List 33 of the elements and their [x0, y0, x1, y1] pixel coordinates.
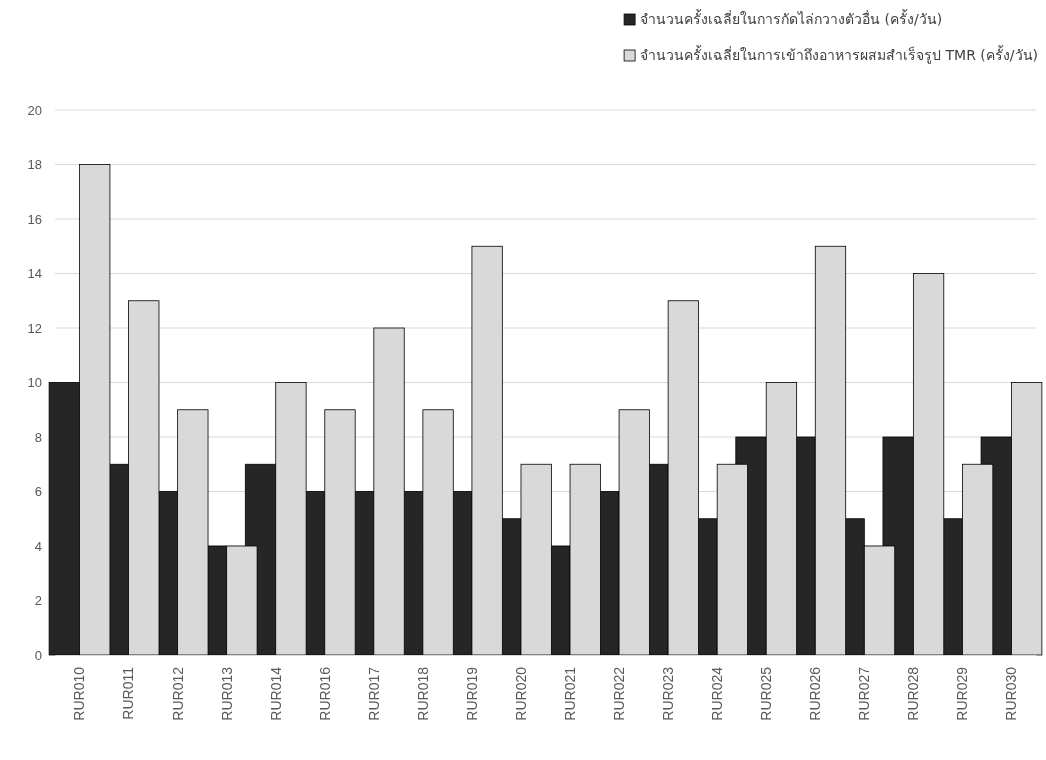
- x-tick-label: RUR028: [905, 666, 922, 721]
- y-tick-label: 4: [34, 538, 42, 554]
- legend-label: จำนวนครั้งเฉลี่ยในการกัดไล่กวางตัวอื่น (ครั้ง/วัน): [640, 9, 943, 27]
- x-tick-label: RUR026: [807, 666, 824, 721]
- y-tick-label: 16: [27, 211, 42, 227]
- legend-label: จำนวนครั้งเฉลี่ยในการเข้าถึงอาหารผสมสำเร็จรูป TMR (ครั้ง/วัน): [640, 45, 1038, 64]
- y-tick-label: 0: [34, 647, 42, 663]
- x-tick-label: RUR014: [267, 666, 284, 721]
- y-tick-label: 10: [27, 375, 42, 391]
- x-tick-label: RUR018: [414, 666, 431, 721]
- x-tick-label: RUR029: [954, 666, 971, 721]
- x-tick-label: RUR017: [365, 666, 382, 721]
- x-tick-label: RUR016: [316, 666, 333, 721]
- x-tick-label: RUR030: [1003, 666, 1020, 721]
- y-tick-label: 6: [34, 484, 42, 500]
- x-tick-label: RUR027: [856, 666, 873, 721]
- y-tick-label: 20: [27, 102, 42, 118]
- x-tick-label: RUR021: [561, 666, 578, 721]
- x-tick-label: RUR019: [463, 666, 480, 721]
- x-tick-label: RUR025: [758, 666, 775, 721]
- y-tick-label: 8: [34, 429, 42, 445]
- y-tick-label: 2: [34, 593, 42, 609]
- x-tick-label: RUR024: [709, 666, 726, 721]
- x-tick-label: RUR023: [660, 666, 677, 721]
- x-tick-label: RUR022: [610, 666, 627, 721]
- y-tick-label: 12: [27, 320, 42, 336]
- y-tick-label: 18: [27, 157, 42, 173]
- y-tick-label: 14: [27, 266, 42, 282]
- x-tick-label: RUR020: [512, 666, 529, 721]
- x-tick-label: RUR013: [218, 666, 235, 721]
- x-tick-label: RUR010: [71, 666, 88, 721]
- x-tick-label: RUR011: [120, 666, 137, 720]
- x-tick-label: RUR012: [169, 666, 186, 721]
